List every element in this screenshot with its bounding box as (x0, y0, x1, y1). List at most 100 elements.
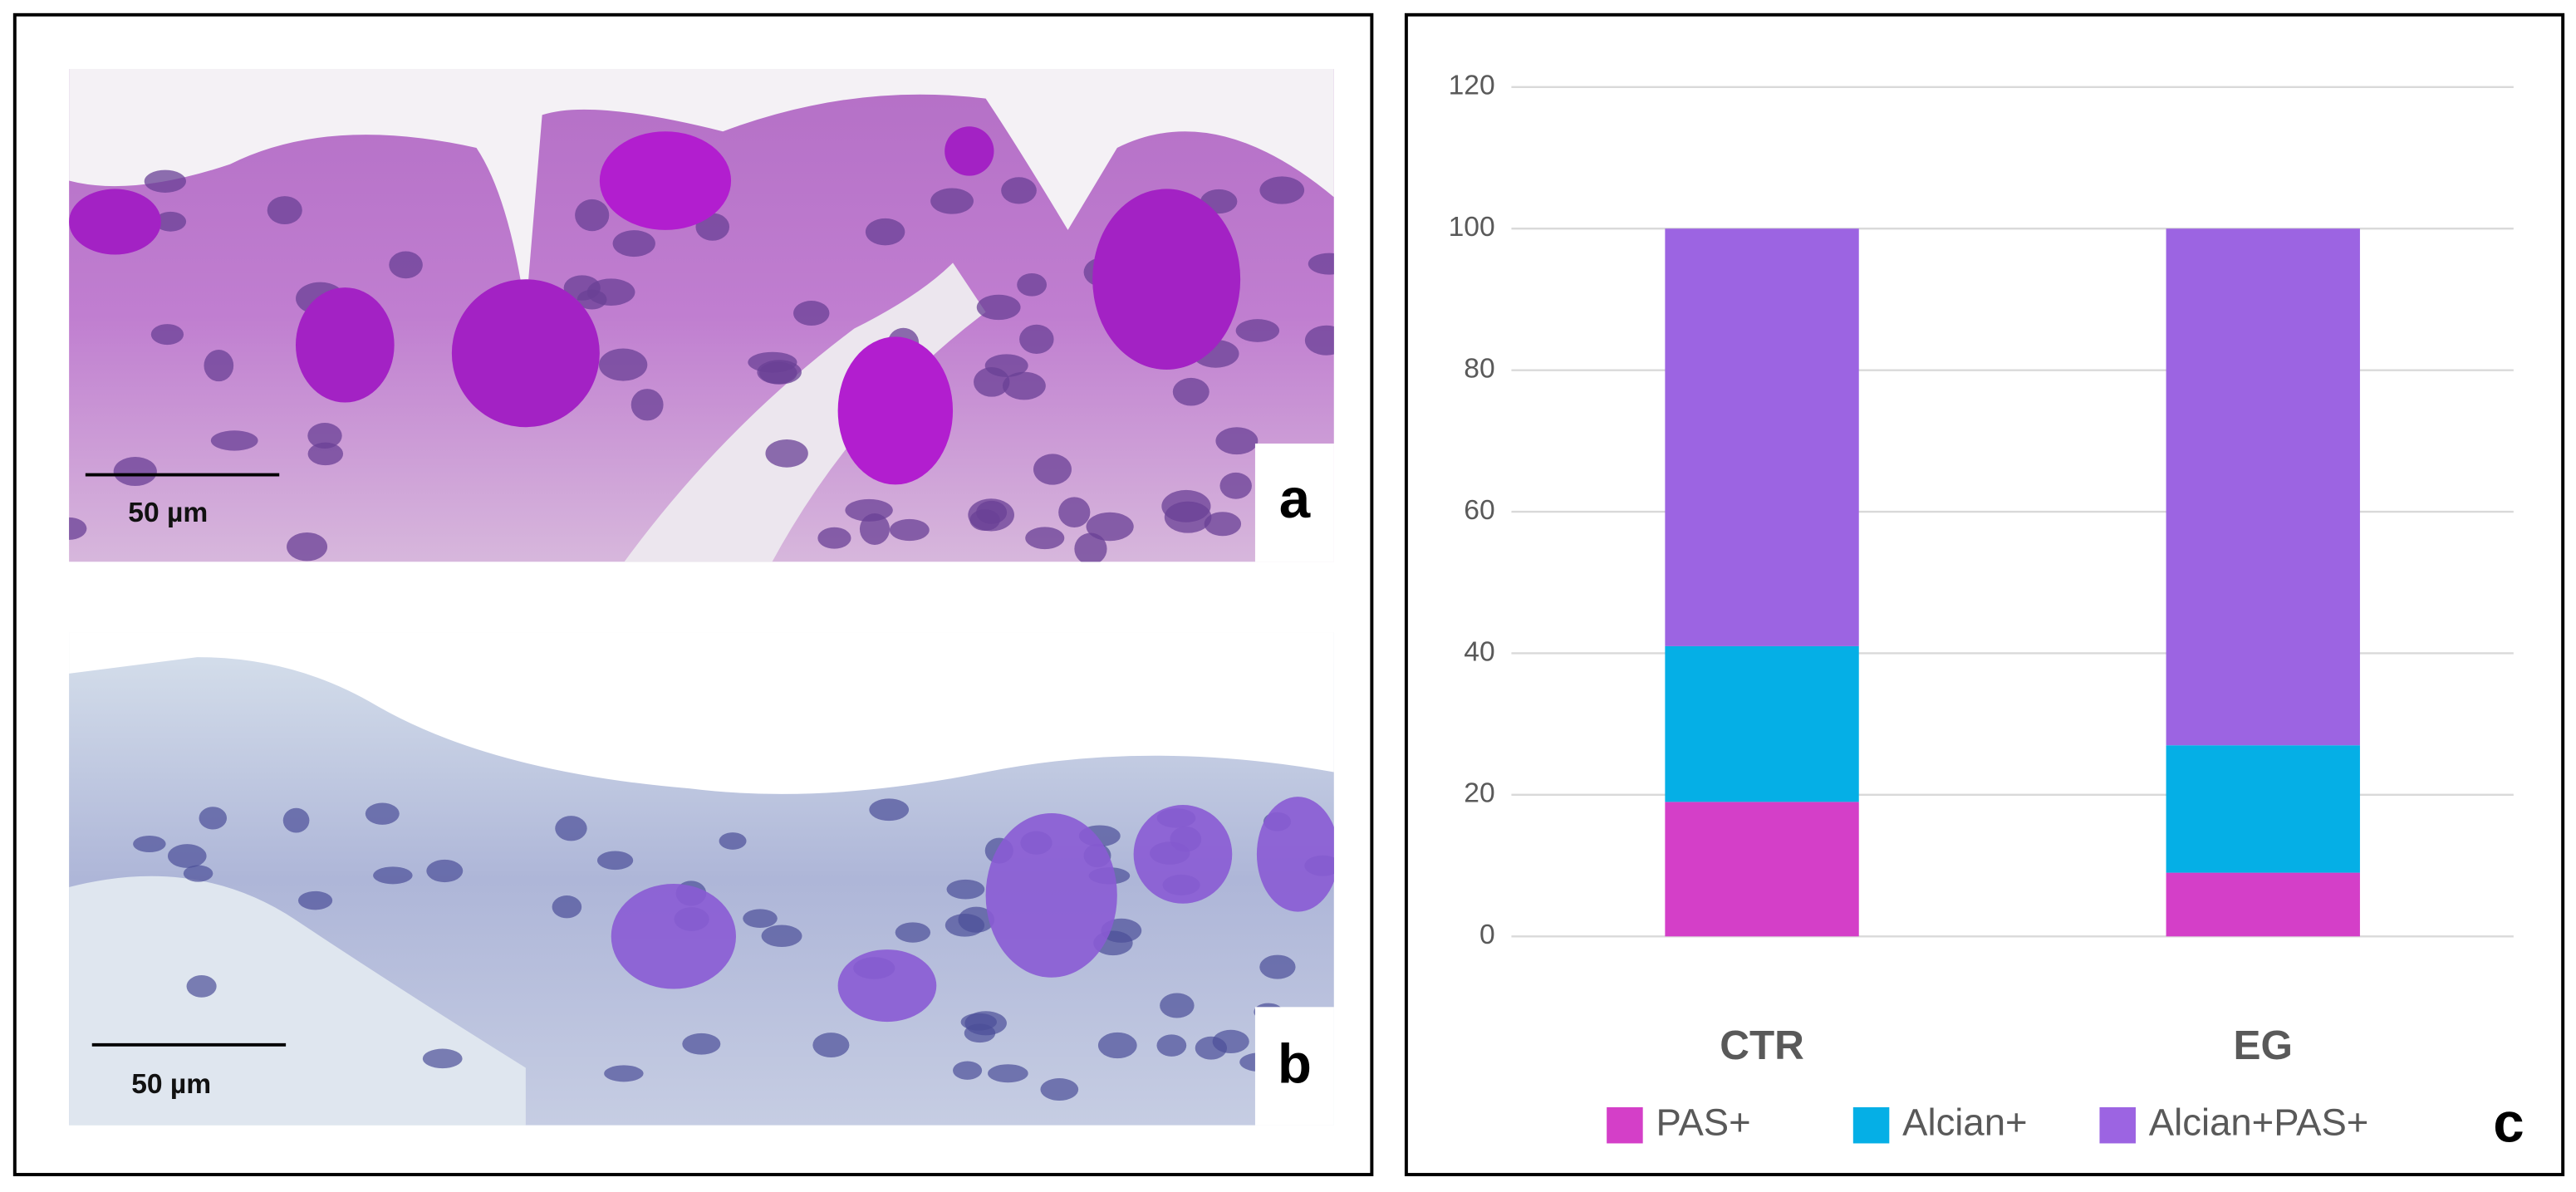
nucleus (1017, 272, 1048, 297)
nucleus (1002, 371, 1046, 400)
x-tick-label: EG (2234, 1023, 2293, 1068)
nucleus (365, 802, 400, 825)
panel-label: c (2493, 1091, 2524, 1154)
nucleus (1156, 1034, 1187, 1057)
nucleus (552, 895, 582, 919)
nucleus (1160, 993, 1195, 1018)
nucleus (307, 423, 342, 449)
y-tick-label: 60 (1464, 495, 1494, 526)
nucleus (682, 1033, 721, 1055)
nucleus (761, 925, 802, 947)
goblet-cell (451, 279, 600, 428)
connective-tissue (69, 876, 526, 1126)
nucleus (748, 351, 797, 373)
goblet-cell (295, 287, 395, 403)
nucleus (976, 294, 1021, 321)
nucleus (282, 807, 310, 833)
nucleus (422, 1048, 463, 1069)
nucleus (144, 169, 186, 193)
nucleus (133, 835, 166, 852)
goblet-cell (599, 131, 732, 230)
nucleus (1033, 454, 1072, 485)
label-box (1254, 443, 1334, 562)
nucleus (1074, 532, 1107, 562)
chart: 0 20 40 60 80 100 120 CTR EG PAS+ Alcian+ Alcian+PA… (1449, 71, 2514, 1144)
nucleus (1025, 527, 1065, 550)
y-tick-label: 80 (1464, 354, 1494, 385)
nucleus (964, 1023, 996, 1043)
goblet-cell (837, 336, 954, 485)
nucleus (577, 289, 607, 310)
goblet-cell (837, 949, 937, 1023)
nucleus (426, 859, 464, 883)
nucleus (199, 807, 228, 830)
nucleus (958, 906, 995, 933)
bar-segment (2166, 872, 2360, 937)
nucleus (984, 354, 1028, 377)
nucleus (604, 1065, 644, 1082)
nucleus (389, 251, 423, 279)
nucleus (719, 832, 747, 850)
y-tick-label: 40 (1464, 636, 1494, 667)
nucleus (1215, 427, 1259, 455)
nucleus (612, 230, 655, 258)
panel-label: b (1278, 1033, 1312, 1095)
nucleus (1097, 1032, 1137, 1059)
bar-segment (2166, 745, 2360, 873)
nucleus (631, 389, 664, 421)
bar-segment (1665, 802, 1859, 937)
nucleus (1086, 512, 1134, 542)
nucleus (69, 517, 87, 540)
nucleus (953, 1061, 983, 1080)
nucleus (373, 866, 413, 885)
nucleus (186, 975, 217, 998)
micrograph (69, 69, 1334, 562)
nucleus (1195, 1036, 1228, 1060)
nucleus (845, 498, 893, 522)
nucleus (1259, 954, 1296, 979)
nucleus (1040, 1078, 1079, 1101)
nucleus (1259, 176, 1305, 204)
nucleus (1204, 512, 1242, 537)
nucleus (167, 844, 207, 868)
label-box (1254, 1007, 1334, 1126)
nucleus (793, 301, 830, 326)
nucleus (1161, 489, 1211, 522)
nucleus (889, 518, 930, 542)
goblet-cell (1133, 805, 1233, 904)
goblet-cell (985, 812, 1117, 978)
goblet-cell (1092, 189, 1241, 370)
nucleus (150, 324, 184, 346)
nucleus (968, 498, 1014, 532)
nucleus (865, 218, 905, 246)
nucleus (1304, 325, 1334, 356)
nucleus (598, 348, 648, 381)
nucleus (1058, 497, 1091, 528)
y-tick-label: 20 (1464, 778, 1494, 809)
goblet-cell (945, 126, 994, 176)
nucleus (575, 199, 610, 232)
nucleus (1172, 377, 1209, 406)
scale-label: 50 µm (131, 1069, 211, 1100)
lumen (69, 632, 1334, 794)
panel-frame (1404, 12, 2565, 1177)
goblet-cell (611, 883, 737, 989)
legend-label: Alcian+PAS+ (2149, 1101, 2369, 1144)
panel-label: a (1279, 468, 1311, 530)
micrograph (69, 632, 1334, 1126)
nucleus (1219, 472, 1252, 499)
y-tick-label: 0 (1479, 920, 1495, 950)
nucleus (1235, 319, 1280, 342)
bar-segment (2166, 228, 2360, 746)
nucleus (307, 442, 344, 466)
lumen (69, 69, 1334, 312)
legend-label: PAS+ (1656, 1101, 1750, 1144)
nucleus (297, 890, 333, 910)
nucleus (287, 532, 328, 562)
x-tick-label: CTR (1720, 1023, 1804, 1068)
legend-label: Alcian+ (1902, 1101, 2027, 1144)
nucleus (869, 798, 910, 822)
scale-label: 50 µm (128, 498, 208, 528)
